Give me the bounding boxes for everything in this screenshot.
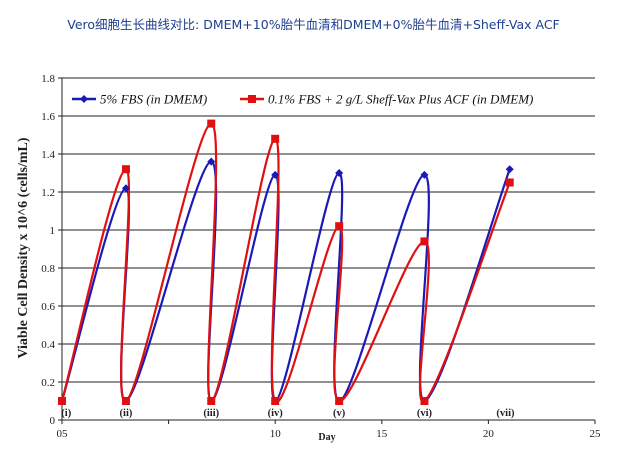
x-axis-label: Day xyxy=(318,432,335,443)
series-1-marker xyxy=(420,170,429,179)
legend-label: 5% FBS (in DMEM) xyxy=(100,92,207,107)
phase-annotation: (iv) xyxy=(268,408,284,419)
x-tick-label: 05 xyxy=(57,428,69,440)
legend-layer: 5% FBS (in DMEM) 0.1% FBS + 2 g/L Sheff-V… xyxy=(72,92,533,107)
y-tick-label: 0 xyxy=(50,415,56,427)
x-tick-label: 25 xyxy=(590,428,602,440)
series-1-marker xyxy=(505,165,514,174)
series-2-marker xyxy=(121,165,130,174)
phase-annotation: (vi) xyxy=(417,408,433,419)
series-2-marker xyxy=(420,397,429,405)
y-tick-label: 1.4 xyxy=(41,149,55,161)
series-2-marker xyxy=(420,237,429,246)
series-2-marker xyxy=(271,134,280,143)
y-tick-label: 0.2 xyxy=(41,377,55,389)
x-tick-label: 10 xyxy=(270,428,282,440)
phase-annotation: (vii) xyxy=(496,408,515,419)
phase-annotation: (i) xyxy=(61,408,71,419)
y-tick-label: 0.6 xyxy=(41,301,55,313)
series-2-marker xyxy=(271,397,280,405)
series-2-marker xyxy=(505,178,514,187)
annotation-layer: (i) (ii) (iii) (iv) (v) (vi) (vii) xyxy=(61,408,515,419)
y-tick-label: 1.2 xyxy=(41,187,55,199)
series-1-marker xyxy=(335,169,344,177)
y-tick-label: 1 xyxy=(50,225,56,237)
series-2-marker xyxy=(121,397,130,405)
legend-marker xyxy=(80,95,88,103)
x-tick-label: 20 xyxy=(483,428,495,440)
y-tick-label: 0.4 xyxy=(41,339,55,351)
y-tick-label: 0.8 xyxy=(41,263,55,275)
series-2-marker xyxy=(335,222,344,231)
legend-label: 0.1% FBS + 2 g/L Sheff-Vax Plus ACF (in … xyxy=(268,92,533,107)
x-tick-label: 15 xyxy=(376,428,388,440)
series-1-marker xyxy=(271,170,280,179)
axes-layer: 0 0.2 0.4 0.6 0.8 1 1.2 1.4 1.6 1.8 05 10 15 20 25 xyxy=(41,73,601,440)
series-2-marker xyxy=(207,119,216,128)
legend-marker xyxy=(248,95,256,103)
phase-annotation: (iii) xyxy=(203,408,219,419)
y-tick-label: 1.6 xyxy=(41,111,55,123)
phase-annotation: (ii) xyxy=(120,408,133,419)
series-2-marker xyxy=(207,397,216,405)
series-2-marker xyxy=(58,397,66,405)
y-axis-label: Viable Cell Density x 10^6 (cells/mL) xyxy=(16,137,31,358)
y-tick-label: 1.8 xyxy=(41,73,55,85)
phase-annotation: (v) xyxy=(333,408,346,419)
series-1-marker xyxy=(207,157,216,166)
series-2-marker xyxy=(335,397,344,405)
series-1-marker xyxy=(121,184,130,193)
series-layer xyxy=(58,119,514,405)
grid-layer xyxy=(62,77,595,383)
chart-title: Vero细胞生长曲线对比: DMEM+10%胎牛血清和DMEM+0%胎牛血清+S… xyxy=(67,17,560,32)
